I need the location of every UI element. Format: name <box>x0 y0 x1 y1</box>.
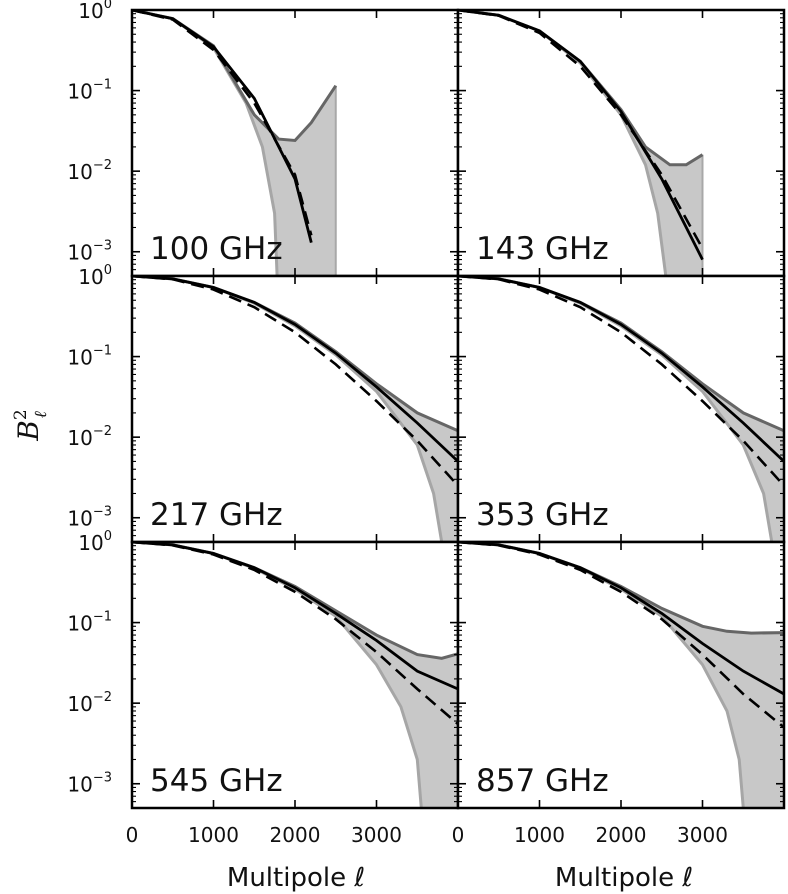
x-tick-label: 1000 <box>188 823 239 847</box>
y-tick-label: 10−3 <box>67 505 112 531</box>
ticks <box>131 275 458 543</box>
y-axis-label-sub: ℓ <box>31 411 51 418</box>
nominal-curve <box>458 542 784 696</box>
panel-label: 143 GHz <box>476 231 609 267</box>
axis-labels-group: Multipole ℓ Multipole ℓ B2ℓ <box>11 409 693 893</box>
y-tick-label: 10−3 <box>67 771 112 797</box>
x-tick-label: 0 <box>126 823 139 847</box>
dashed-curve <box>458 542 784 729</box>
y-tick-label: 10−2 <box>67 690 112 716</box>
plot-content <box>132 542 458 808</box>
y-tick-label: 10−1 <box>67 78 112 104</box>
x-axis-label-right: Multipole ℓ <box>555 863 693 893</box>
panel-857-ghz: 0 1000 2000 3000 857 GHz <box>452 540 786 847</box>
panel-217-ghz: 100 10−1 10−2 10−3 217 GHz <box>67 263 460 544</box>
nominal-curve <box>458 276 784 463</box>
uncertainty-band <box>458 542 784 808</box>
uncertainty-band <box>132 10 336 276</box>
panel-label: 100 GHz <box>150 231 283 267</box>
dashed-curve <box>132 542 458 726</box>
plot-area <box>458 10 784 276</box>
y-axis-label: B2ℓ <box>11 409 51 441</box>
y-tick-label: 100 <box>78 0 112 23</box>
x-tick-label: 3000 <box>351 823 402 847</box>
x-tick-label: 3000 <box>677 823 728 847</box>
panels-group: 100 10−1 10−2 10−3 100 GHz 143 GHz 100 10−1 10−2… <box>67 0 786 847</box>
y-axis-label-sup: 2 <box>11 409 31 420</box>
uncertainty-band <box>458 10 703 276</box>
y-tick-label: 10−1 <box>67 610 112 636</box>
x-tick-label: 2000 <box>270 823 321 847</box>
nominal-curve <box>132 276 458 463</box>
panel-label: 545 GHz <box>150 763 283 799</box>
y-tick-label: 10−2 <box>67 158 112 184</box>
panel-label: 857 GHz <box>476 763 609 799</box>
ticks <box>457 541 784 809</box>
x-axis-label-left: Multipole ℓ <box>227 863 365 893</box>
panel-545-ghz: 100 10−1 10−2 10−3 0 1000 2000 3000 545 GHz <box>67 529 460 847</box>
nominal-curve <box>132 542 458 691</box>
panel-label: 217 GHz <box>150 497 283 533</box>
y-tick-label: 10−1 <box>67 344 112 370</box>
svg-text:B2ℓ: B2ℓ <box>11 409 51 441</box>
y-tick-label: 100 <box>78 529 112 555</box>
y-axis-label-base: B <box>12 420 45 442</box>
ticks <box>457 9 784 277</box>
panel-label: 353 GHz <box>476 497 609 533</box>
x-tick-label: 0 <box>452 823 465 847</box>
x-tick-label: 1000 <box>514 823 565 847</box>
y-tick-label: 10−2 <box>67 424 112 450</box>
plot-content <box>458 10 704 276</box>
plot-content <box>458 276 784 542</box>
uncertainty-band <box>132 542 458 808</box>
panel-100-ghz: 100 10−1 10−2 10−3 100 GHz <box>67 0 460 278</box>
y-tick-label: 100 <box>78 263 112 289</box>
panel-353-ghz: 353 GHz <box>456 274 786 544</box>
plot-content <box>458 542 784 808</box>
nominal-curve <box>132 10 313 243</box>
y-tick-label: 10−3 <box>67 239 112 265</box>
x-tick-label: 2000 <box>596 823 647 847</box>
uncertainty-band <box>458 276 784 542</box>
ticks <box>457 275 784 543</box>
uncertainty-band <box>132 276 458 542</box>
panel-143-ghz: 143 GHz <box>456 8 786 278</box>
nominal-curve <box>458 10 704 261</box>
plot-content <box>132 276 458 542</box>
plot-content <box>132 10 338 276</box>
